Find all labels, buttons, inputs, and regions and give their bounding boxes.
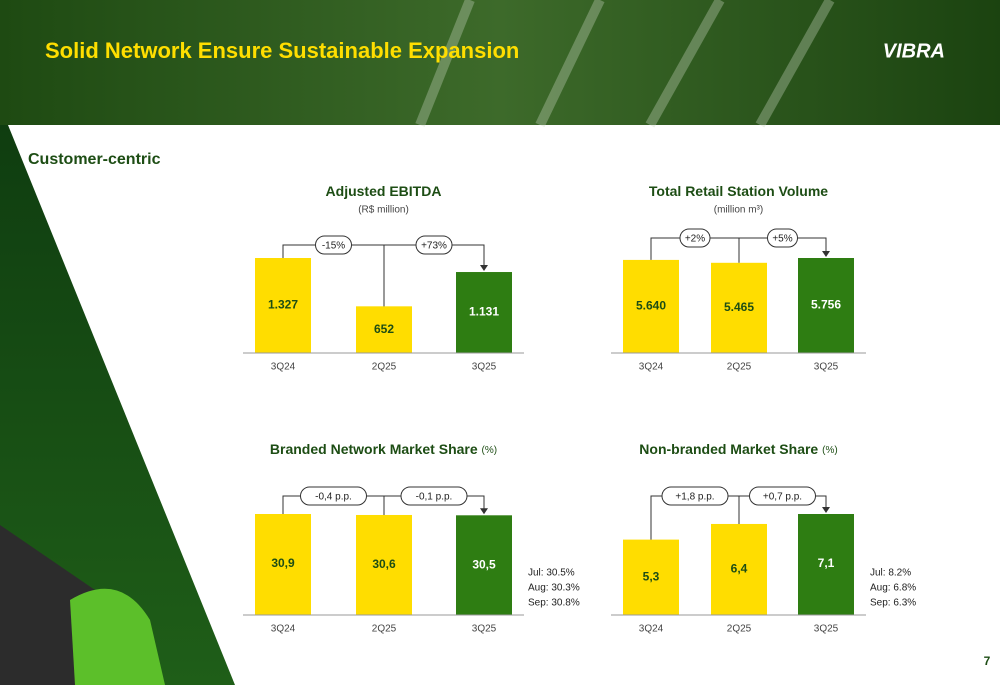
chart-title-text: Total Retail Station Volume	[649, 183, 828, 199]
value-label: 30,5	[472, 557, 496, 571]
side-wedge	[0, 125, 235, 685]
bar	[711, 262, 767, 353]
x-tick-label: 2Q25	[727, 362, 752, 373]
chart-unit: (%)	[482, 445, 498, 456]
chart-title: Branded Network Market Share (%)	[270, 441, 497, 457]
annotation-pill	[315, 235, 352, 255]
x-tick-label: 3Q25	[814, 362, 839, 373]
x-tick-label: 3Q25	[472, 624, 497, 635]
annotation: +0,7 p.p.	[763, 492, 802, 503]
x-tick-label: 3Q25	[814, 624, 839, 635]
value-label: 5.756	[811, 298, 841, 312]
x-tick-label: 2Q25	[372, 624, 397, 635]
value-label: 1.327	[268, 298, 298, 312]
chart-title: Non-branded Market Share (%)	[639, 441, 837, 457]
chart-title: Total Retail Station Volume	[649, 183, 828, 199]
x-tick-label: 3Q25	[472, 362, 497, 373]
annotation-pill	[679, 228, 711, 248]
bar	[798, 258, 854, 353]
value-label: 5.465	[724, 300, 754, 314]
annotation: -0,4 p.p.	[315, 492, 352, 503]
chart-subtitle: (R$ million)	[358, 205, 409, 216]
road-stripes	[415, 0, 835, 128]
value-label: 6,4	[731, 562, 748, 576]
value-label: 5,3	[643, 569, 660, 583]
bar	[255, 258, 311, 353]
value-label: 1.131	[469, 305, 499, 319]
bar	[623, 539, 679, 615]
header-band	[0, 0, 1000, 125]
chart-title: Adjusted EBITDA	[326, 183, 442, 199]
side-note: Sep: 6.3%	[870, 598, 916, 609]
annotation: -0,1 p.p.	[416, 492, 453, 503]
chart-unit: (%)	[822, 445, 838, 456]
side-note: Jul: 30.5%	[528, 568, 575, 579]
x-tick-label: 3Q24	[639, 362, 664, 373]
annotation: -15%	[322, 241, 345, 252]
x-tick-label: 2Q25	[372, 362, 397, 373]
pump-nozzle	[0, 525, 165, 685]
x-tick-label: 2Q25	[727, 624, 752, 635]
chart-title-text: Non-branded Market Share	[639, 441, 818, 457]
bar	[356, 306, 412, 353]
annotation-pill	[661, 486, 729, 506]
logo: VIBRA	[883, 40, 945, 62]
arrow-head	[480, 508, 488, 515]
value-label: 30,6	[372, 557, 396, 571]
chart-title-text: Adjusted EBITDA	[326, 183, 442, 199]
chart-subtitle: (million m³)	[714, 205, 763, 216]
side-note: Aug: 30.3%	[528, 583, 580, 594]
bar	[456, 272, 512, 353]
arrow-head	[480, 265, 488, 272]
annotation-pill	[300, 486, 367, 506]
bar	[356, 514, 412, 615]
bar	[711, 523, 767, 615]
side-note: Sep: 30.8%	[528, 598, 580, 609]
x-tick-label: 3Q24	[639, 624, 664, 635]
x-tick-label: 3Q24	[271, 624, 296, 635]
annotation: +5%	[772, 234, 792, 245]
side-note: Aug: 6.8%	[870, 583, 916, 594]
slide-title: Solid Network Ensure Sustainable Expansi…	[45, 38, 519, 63]
side-note: Jul: 8.2%	[870, 568, 911, 579]
annotation: +2%	[685, 234, 705, 245]
bar	[798, 514, 854, 615]
x-tick-label: 3Q24	[271, 362, 296, 373]
annotation-pill	[767, 228, 798, 248]
chart-title-text: Branded Network Market Share	[270, 441, 478, 457]
value-label: 652	[374, 322, 394, 336]
annotation-pill	[749, 486, 816, 506]
annotation-pill	[400, 486, 468, 506]
value-label: 7,1	[818, 556, 835, 570]
section-title: Customer-centric	[28, 151, 161, 168]
value-label: 5.640	[636, 299, 666, 313]
bar	[456, 515, 512, 615]
annotation-pill	[415, 235, 453, 255]
value-label: 30,9	[271, 556, 295, 570]
bar	[623, 259, 679, 353]
arrow-head	[822, 251, 830, 257]
page-number: 7	[984, 654, 991, 668]
annotation: +73%	[421, 241, 447, 252]
annotation: +1,8 p.p.	[675, 492, 714, 503]
arrow-head	[822, 507, 830, 513]
bar	[255, 514, 311, 615]
